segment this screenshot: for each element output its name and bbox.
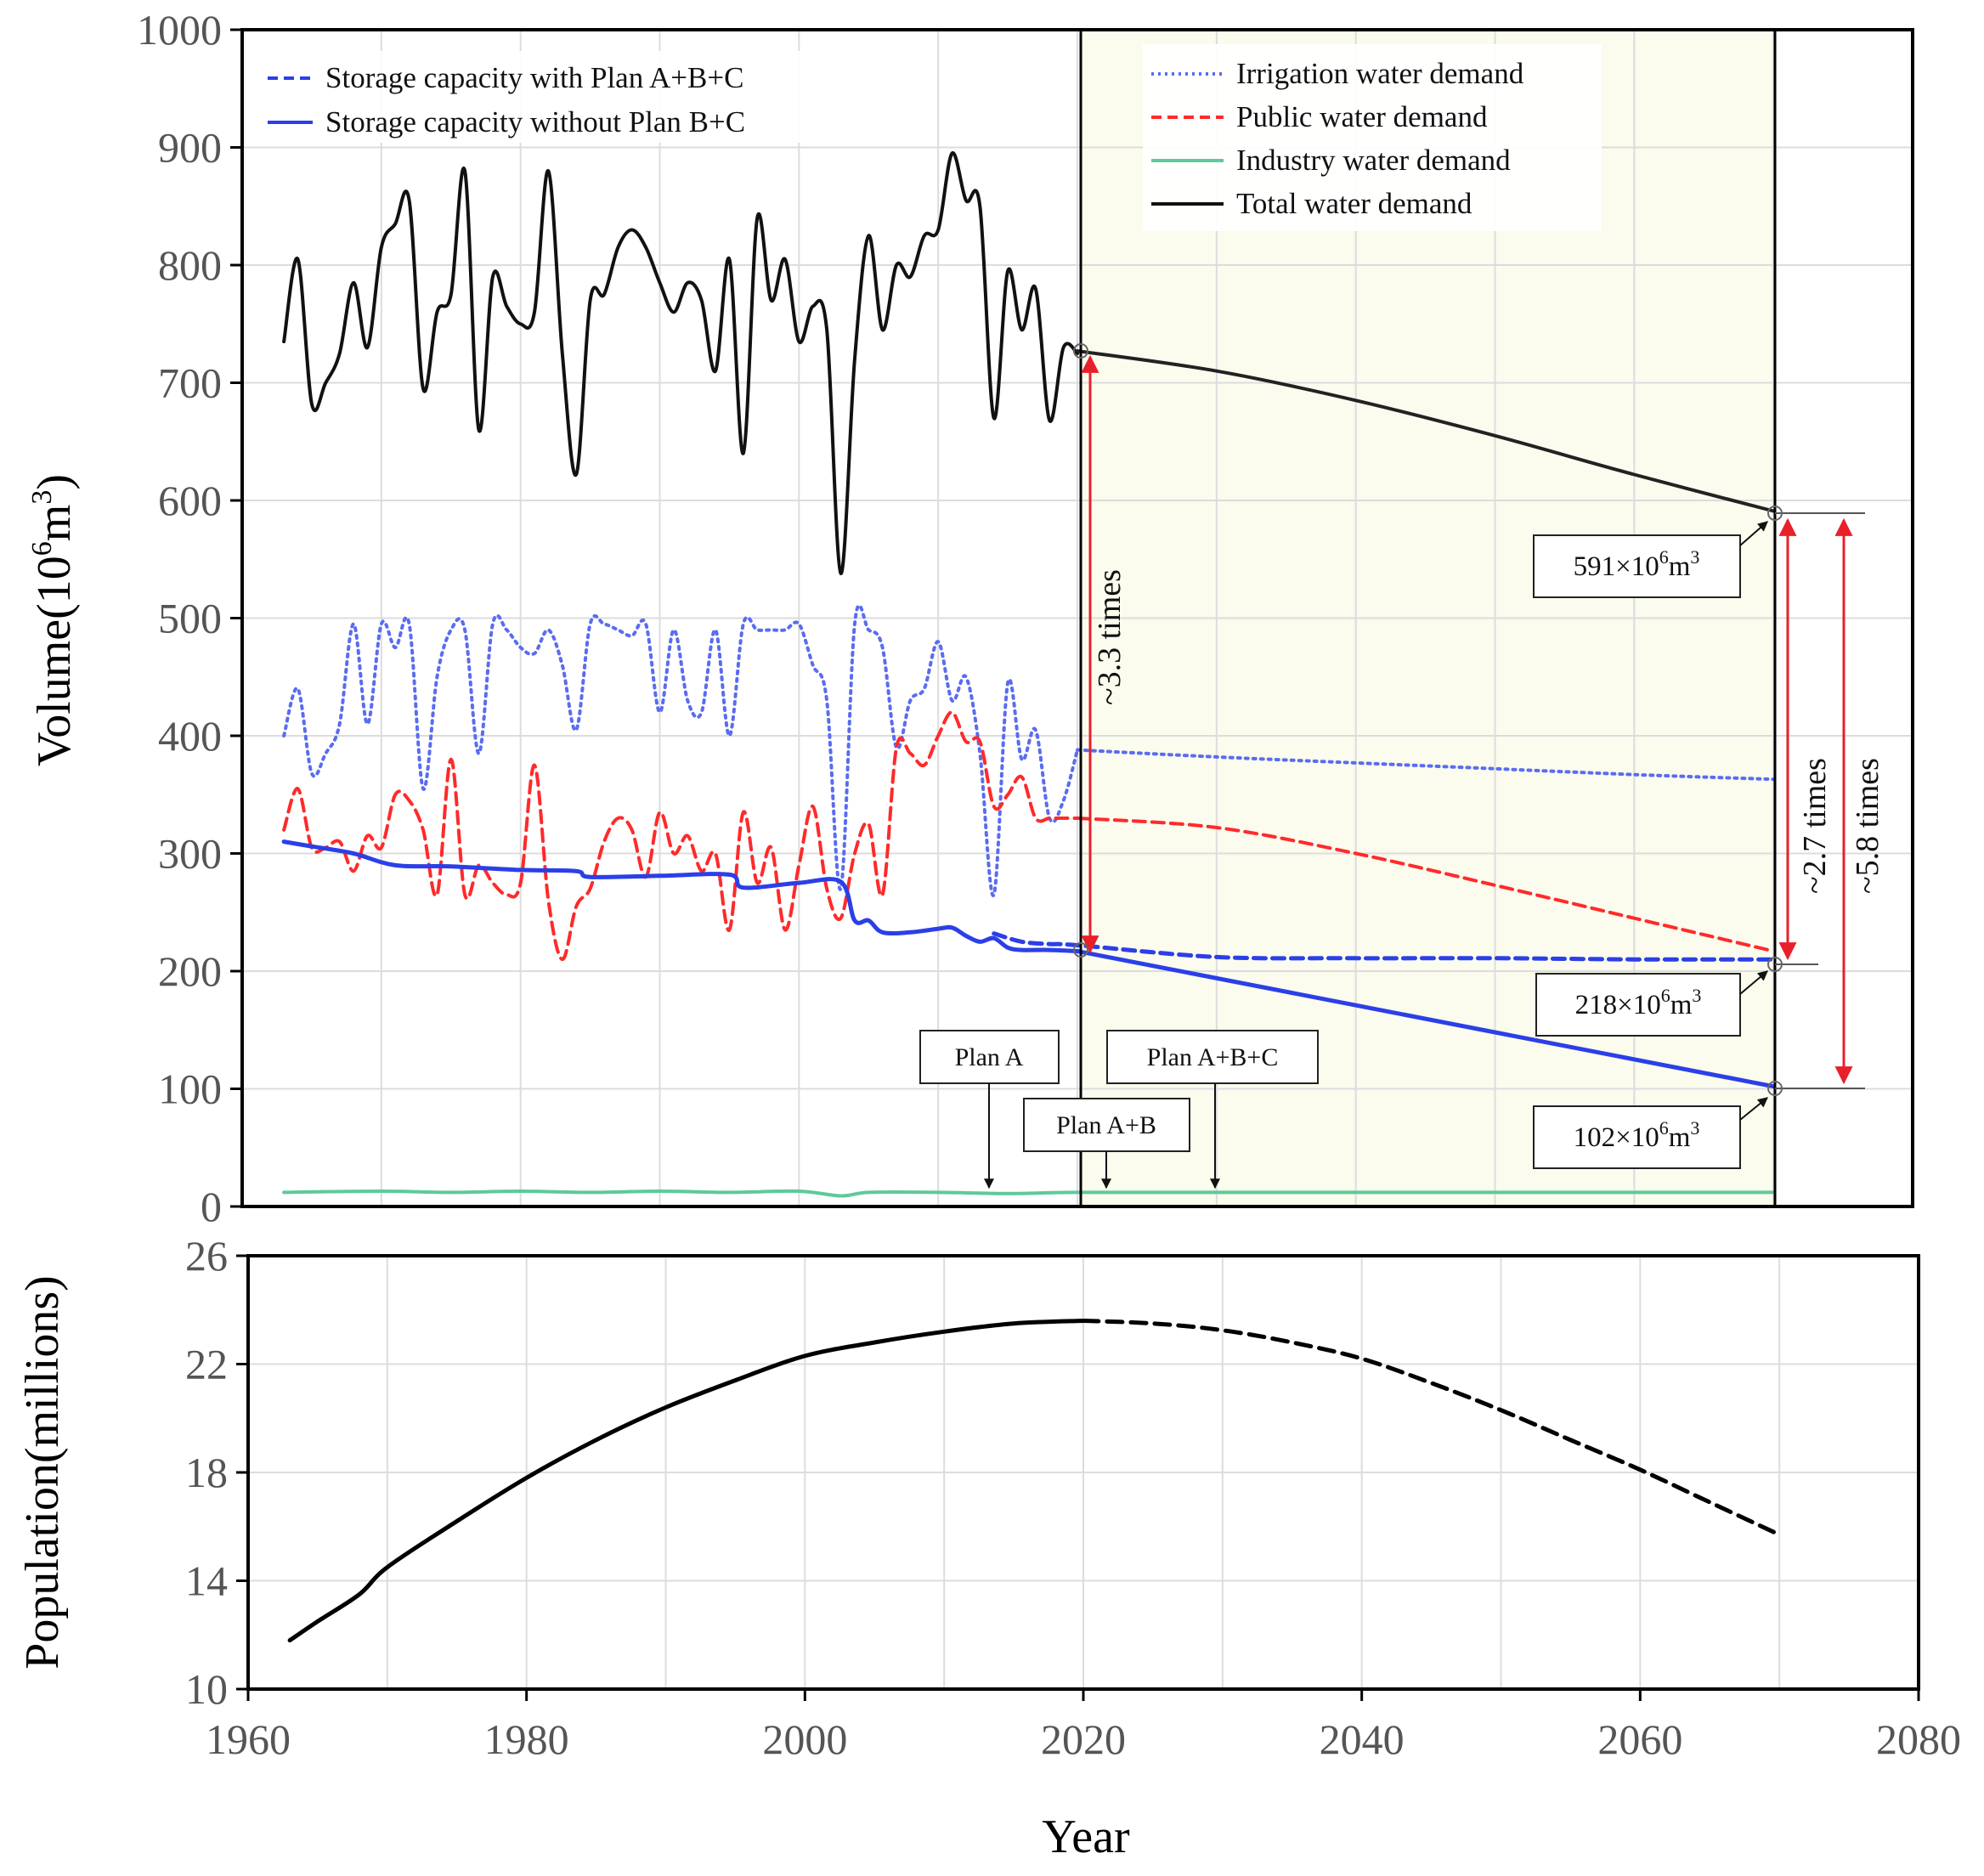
y-tick-label-100: 100 <box>158 1065 222 1113</box>
y-tick-label-800: 800 <box>158 241 222 289</box>
y-tick-label-700: 700 <box>158 359 222 407</box>
svg-text:218×106m3: 218×106m3 <box>1575 985 1702 1020</box>
y-tick-label-600: 600 <box>158 477 222 524</box>
x-tick-label-2060: 2060 <box>1597 1715 1682 1763</box>
value-box-102-arrow <box>1739 1097 1768 1121</box>
series-total-water-demand <box>282 151 1079 575</box>
svg-text:Plan A: Plan A <box>955 1043 1024 1071</box>
marker-storage-without-2070 <box>1767 1081 1783 1096</box>
series-storage-capacity-without-plan-b-c-projection <box>1075 949 1776 1089</box>
water-volume-panel: 0 100 200 300 400 500 600 700 800 900 1000 Volume(… <box>26 6 1914 1230</box>
x-tick-label-2040: 2040 <box>1320 1715 1405 1763</box>
legend-label-industry: Industry water demand <box>1236 144 1511 177</box>
y-tick-label-1000: 1000 <box>137 6 222 54</box>
series-storage-capacity-without-plan-b-c <box>281 839 1080 953</box>
x-tick-label-2020: 2020 <box>1041 1715 1126 1763</box>
x-tick-labels: 1960 1980 2000 2020 2040 2060 2080 <box>206 1689 1961 1763</box>
pop-y-tick-label-10: 10 <box>185 1665 228 1713</box>
ratio-label-5-8: ~5.8 times <box>1850 758 1885 894</box>
series-population-observed <box>287 1319 1086 1643</box>
x-tick-label-1980: 1980 <box>484 1715 569 1763</box>
top-series-lines <box>281 151 1776 1198</box>
svg-text:591×106m3: 591×106m3 <box>1574 546 1700 582</box>
y-tick-label-0: 0 <box>201 1183 222 1230</box>
series-public-water-demand <box>282 710 1079 962</box>
x-axis-label: Year <box>1042 1811 1130 1863</box>
y-tick-label-400: 400 <box>158 712 222 760</box>
series-industry-water-demand <box>282 1189 1776 1198</box>
top-y-tick-labels: 0 100 200 300 400 500 600 700 800 900 1000 <box>137 6 242 1230</box>
series-irrigation-water-demand <box>282 603 1079 897</box>
pop-y-tick-label-26: 26 <box>185 1232 228 1280</box>
legend-label-irrigation: Irrigation water demand <box>1236 57 1524 90</box>
marker-total-2020 <box>1073 343 1088 359</box>
series-storage-capacity-with-plan-a-b-c <box>992 931 1776 962</box>
marker-storage-abc-2070 <box>1767 957 1783 972</box>
plan-abc-callout: Plan A+B+C <box>1106 1030 1319 1189</box>
bottom-plot-frame <box>246 1254 1920 1691</box>
svg-text:102×106m3: 102×106m3 <box>1574 1117 1700 1153</box>
y-tick-label-500: 500 <box>158 595 222 642</box>
marker-storage-2020 <box>1073 942 1088 958</box>
top-y-axis-label: Volume(106m3) <box>26 474 81 766</box>
x-tick-label-2000: 2000 <box>762 1715 847 1763</box>
legend-label-storage-without-bc: Storage capacity without Plan B+C <box>325 105 745 138</box>
plan-a-callout: Plan A <box>919 1030 1060 1189</box>
population-lines <box>287 1319 1782 1643</box>
value-box-102: 102×106m3 <box>1533 1097 1768 1169</box>
legend-label-storage-with-abc: Storage capacity with Plan A+B+C <box>325 61 743 94</box>
legend-label-public: Public water demand <box>1236 100 1488 133</box>
y-tick-label-900: 900 <box>158 124 222 172</box>
ratio-label-3-3: ~3.3 times <box>1092 569 1128 705</box>
value-box-591-arrow <box>1739 521 1768 546</box>
svg-text:Plan A+B: Plan A+B <box>1056 1111 1156 1139</box>
bottom-y-axis-label: Population(millions) <box>16 1275 69 1670</box>
pop-y-tick-label-14: 14 <box>185 1557 228 1605</box>
bottom-y-tick-labels: 10 14 18 22 26 <box>185 1232 248 1713</box>
x-tick-label-1960: 1960 <box>206 1715 291 1763</box>
series-population-projected <box>1081 1319 1782 1537</box>
marker-total-2070 <box>1767 506 1783 521</box>
endpoint-markers <box>1073 343 1783 1096</box>
top-plot-frame <box>240 28 1914 1208</box>
series-irrigation-water-demand-projection <box>1076 748 1776 782</box>
pop-y-tick-label-22: 22 <box>185 1341 228 1388</box>
series-total-water-demand-projection <box>1076 349 1776 513</box>
value-box-591: 591×106m3 <box>1533 521 1768 598</box>
y-tick-label-300: 300 <box>158 830 222 878</box>
pop-y-tick-label-18: 18 <box>185 1449 228 1496</box>
series-public-water-demand-projection <box>1076 817 1776 953</box>
ratio-label-2-7: ~2.7 times <box>1797 758 1833 894</box>
legend-left: Storage capacity with Plan A+B+C Storage… <box>255 51 820 143</box>
plan-ab-callout: Plan A+B <box>1023 1098 1190 1189</box>
value-box-218-arrow <box>1739 970 1768 995</box>
value-box-218: 218×106m3 <box>1535 970 1768 1037</box>
svg-text:Plan A+B+C: Plan A+B+C <box>1147 1043 1279 1071</box>
legend-label-total: Total water demand <box>1236 187 1472 220</box>
x-tick-label-2080: 2080 <box>1876 1715 1961 1763</box>
legend-right: Irrigation water demand Public water dem… <box>1143 44 1602 231</box>
y-tick-label-200: 200 <box>158 947 222 995</box>
